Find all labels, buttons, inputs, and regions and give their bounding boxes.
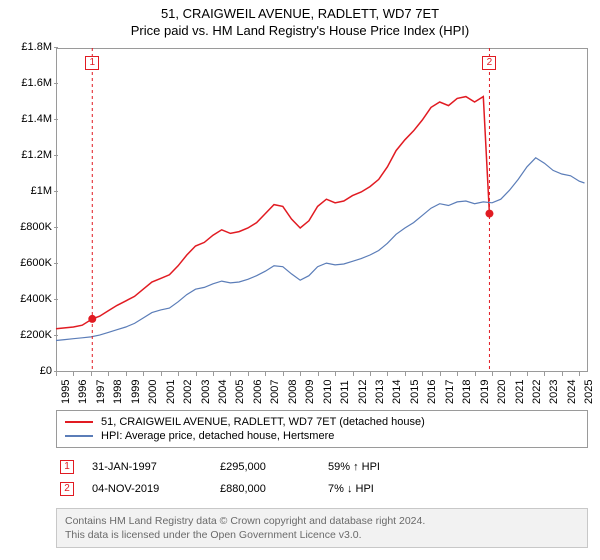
x-tick-label: 2024 [566,380,578,404]
sale-index-box: 1 [60,460,74,474]
legend-label: HPI: Average price, detached house, Hert… [101,430,334,442]
y-tick-label: £200K [6,329,52,341]
title-block: 51, CRAIGWEIL AVENUE, RADLETT, WD7 7ET P… [0,0,600,40]
x-tick-label: 1999 [130,380,142,404]
x-tick-label: 1996 [77,380,89,404]
x-tick-label: 2017 [444,380,456,404]
x-tick-label: 2016 [426,380,438,404]
footer-line2: This data is licensed under the Open Gov… [65,528,579,542]
x-tick-label: 2002 [182,380,194,404]
x-tick-label: 1995 [60,380,72,404]
x-tick-label: 2011 [339,380,351,404]
sale-price: £880,000 [220,483,310,495]
title-address: 51, CRAIGWEIL AVENUE, RADLETT, WD7 7ET [0,6,600,21]
chart-svg [56,48,588,372]
x-tick-label: 1998 [112,380,124,404]
sale-dot [88,315,96,323]
y-tick-label: £1M [6,185,52,197]
sale-rows: 1 31-JAN-1997 £295,000 59% ↑ HPI 2 04-NOV-201… [56,456,588,500]
x-tick-label: 2013 [374,380,386,404]
x-tick-label: 2021 [514,380,526,404]
sale-hpi-delta: 7% ↓ HPI [328,483,438,495]
legend-item: 51, CRAIGWEIL AVENUE, RADLETT, WD7 7ET (… [65,415,579,429]
x-tick-label: 2003 [200,380,212,404]
x-tick-label: 2008 [287,380,299,404]
x-tick-label: 2012 [357,380,369,404]
x-tick-label: 2022 [531,380,543,404]
x-tick-label: 2000 [147,380,159,404]
sale-row: 2 04-NOV-2019 £880,000 7% ↓ HPI [56,478,588,500]
x-tick-label: 2018 [461,380,473,404]
x-tick-label: 2025 [583,380,595,404]
y-tick-label: £0 [6,365,52,377]
series-line [56,158,585,341]
y-tick-label: £1.8M [6,41,52,53]
x-tick-label: 2001 [165,380,177,404]
sale-marker-box: 1 [85,56,99,70]
footer-line1: Contains HM Land Registry data © Crown c… [65,514,579,528]
legend-label: 51, CRAIGWEIL AVENUE, RADLETT, WD7 7ET (… [101,416,425,428]
x-tick-label: 2019 [479,380,491,404]
x-tick-label: 2007 [269,380,281,404]
x-tick-label: 2006 [252,380,264,404]
y-tick-label: £600K [6,257,52,269]
sale-marker-box: 2 [482,56,496,70]
sale-date: 31-JAN-1997 [92,461,202,473]
y-tick-label: £1.6M [6,77,52,89]
x-tick-label: 2010 [322,380,334,404]
sale-hpi-delta: 59% ↑ HPI [328,461,438,473]
legend-swatch [65,435,93,437]
series-line [56,97,489,329]
y-tick-label: £400K [6,293,52,305]
y-tick-label: £1.4M [6,113,52,125]
x-tick-label: 2020 [496,380,508,404]
footer-attribution: Contains HM Land Registry data © Crown c… [56,508,588,548]
legend: 51, CRAIGWEIL AVENUE, RADLETT, WD7 7ET (… [56,410,588,448]
x-tick-label: 2009 [304,380,316,404]
y-tick-label: £800K [6,221,52,233]
x-tick-label: 2004 [217,380,229,404]
chart-container: 51, CRAIGWEIL AVENUE, RADLETT, WD7 7ET P… [0,0,600,560]
y-tick-label: £1.2M [6,149,52,161]
sale-date: 04-NOV-2019 [92,483,202,495]
legend-item: HPI: Average price, detached house, Hert… [65,429,579,443]
sale-price: £295,000 [220,461,310,473]
title-subtitle: Price paid vs. HM Land Registry's House … [0,23,600,38]
sale-index-box: 2 [60,482,74,496]
legend-swatch [65,421,93,423]
x-tick-label: 2023 [548,380,560,404]
x-tick-label: 1997 [95,380,107,404]
sale-dot [485,210,493,218]
x-tick-label: 2005 [234,380,246,404]
sale-row: 1 31-JAN-1997 £295,000 59% ↑ HPI [56,456,588,478]
x-tick-label: 2015 [409,380,421,404]
x-tick-label: 2014 [391,380,403,404]
